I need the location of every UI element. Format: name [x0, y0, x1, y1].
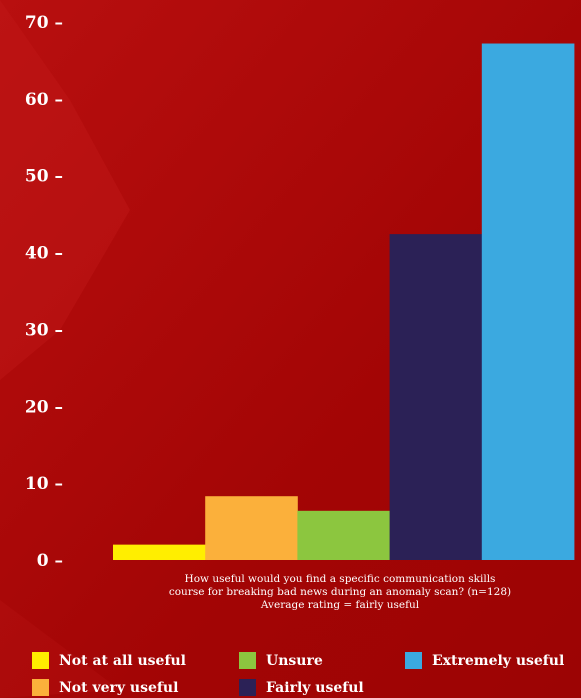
- bar-fairly-useful: [389, 234, 483, 560]
- y-tick-label-30: 30 –: [25, 320, 63, 340]
- y-tick-label-0: 0 –: [37, 551, 63, 571]
- y-tick-label-20: 20 –: [25, 397, 63, 417]
- y-tick-label-50: 50 –: [25, 167, 63, 187]
- bar-unsure: [297, 510, 390, 560]
- y-tick-label-10: 10 –: [25, 474, 63, 494]
- bar-not-at-all-useful: [113, 544, 206, 560]
- y-tick-label-70: 70 –: [25, 13, 63, 33]
- chart-caption: How useful would you find a specific com…: [110, 573, 570, 612]
- y-tick-label-60: 60 –: [25, 90, 63, 110]
- caption-line-2: course for breaking bad news during an a…: [168, 586, 512, 598]
- y-tick-label-40: 40 –: [25, 244, 63, 264]
- caption-line-1: How useful would you find a specific com…: [184, 573, 496, 585]
- bar-not-very-useful: [205, 496, 298, 560]
- caption-line-3: Average rating = fairly useful: [260, 599, 420, 611]
- bar-extremely-useful: [481, 43, 575, 560]
